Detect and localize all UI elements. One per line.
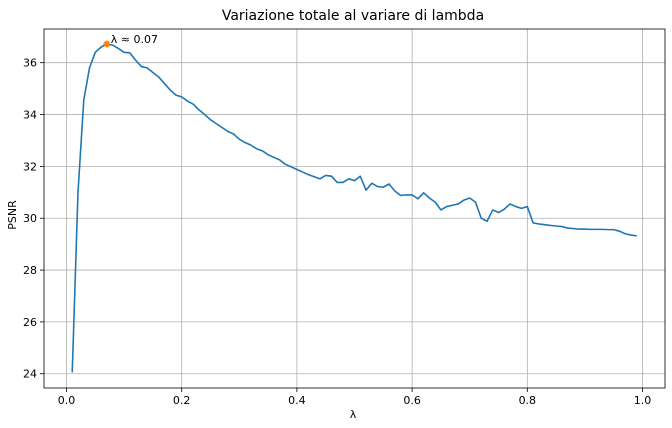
plot-frame xyxy=(43,28,666,389)
x-tick-label: 1.0 xyxy=(634,394,652,407)
max-point-marker xyxy=(103,40,111,48)
y-tick-label: 28 xyxy=(23,264,37,277)
max-point-annotation: λ ≈ 0.07 xyxy=(111,33,158,46)
y-tick-label: 34 xyxy=(23,109,37,122)
y-tick-label: 26 xyxy=(23,316,37,329)
y-tick-label: 24 xyxy=(23,368,37,381)
x-tick-label: 0.6 xyxy=(403,394,421,407)
x-tick-label: 0.8 xyxy=(519,394,537,407)
x-axis-label: λ xyxy=(350,408,357,421)
y-tick-label: 32 xyxy=(23,160,37,173)
x-tick-label: 0.4 xyxy=(288,394,306,407)
y-axis-label: PSNR xyxy=(6,200,19,230)
x-tick-label: 0.2 xyxy=(173,394,191,407)
chart-title: Variazione totale al variare di lambda xyxy=(222,8,484,24)
x-tick-label: 0.0 xyxy=(58,394,76,407)
axis-ticks: 0.0 0.2 0.4 0.6 0.8 1.0 24 26 28 30 32 34 36 xyxy=(23,57,651,407)
y-tick-label: 30 xyxy=(23,212,37,225)
y-tick-label: 36 xyxy=(23,57,37,70)
psnr-line xyxy=(71,43,637,373)
